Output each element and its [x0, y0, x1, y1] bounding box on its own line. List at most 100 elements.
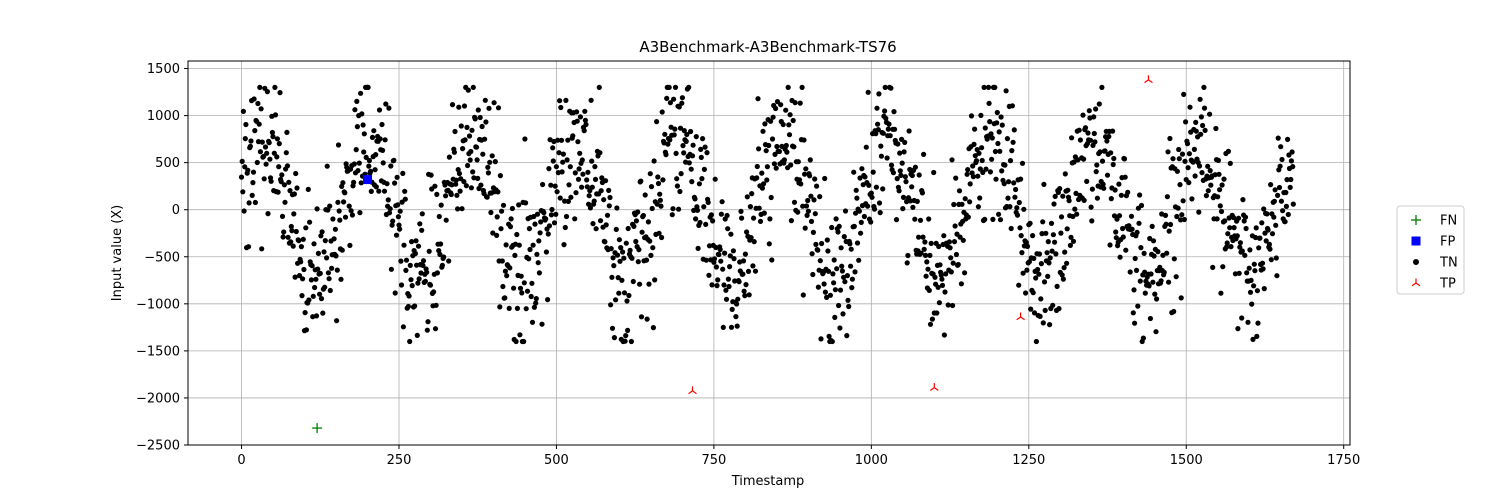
x-tick-label: 1250 — [1012, 453, 1045, 468]
tn-point — [795, 159, 801, 165]
tn-point — [1217, 203, 1223, 209]
tn-point — [706, 272, 712, 278]
legend-marker-tn — [1413, 259, 1419, 265]
tn-point — [939, 276, 945, 282]
tn-point — [722, 250, 728, 256]
tn-point — [1175, 205, 1181, 211]
tn-point — [356, 160, 362, 166]
tn-point — [1217, 187, 1223, 193]
tn-point — [766, 241, 772, 247]
tn-point — [811, 197, 817, 203]
x-tick-label: 250 — [387, 453, 412, 468]
tn-point — [264, 89, 270, 95]
tn-point — [310, 293, 316, 299]
tn-point — [333, 253, 339, 259]
tn-point — [609, 325, 616, 331]
tn-point — [1104, 138, 1110, 144]
tn-point — [838, 245, 844, 251]
tn-point — [764, 177, 770, 183]
tn-point — [745, 268, 752, 274]
tn-point — [1259, 260, 1266, 266]
tn-point — [258, 106, 264, 112]
tn-point — [897, 150, 903, 156]
y-tick-label: −2500 — [136, 439, 180, 454]
tn-point — [633, 238, 639, 245]
tn-point — [449, 102, 456, 108]
tn-point — [1171, 308, 1177, 315]
tn-point — [962, 270, 968, 276]
tn-point — [499, 208, 505, 214]
tn-point — [988, 131, 994, 137]
tn-point — [624, 298, 630, 304]
tn-point — [266, 140, 272, 146]
tn-point — [389, 222, 395, 228]
tn-point — [853, 187, 859, 193]
tn-point — [473, 144, 480, 150]
tn-point — [631, 223, 637, 229]
tn-point — [285, 234, 291, 240]
tn-point — [713, 264, 720, 270]
tn-point — [1068, 234, 1074, 240]
tn-point — [306, 297, 312, 303]
tn-point — [1028, 306, 1034, 312]
tn-point — [822, 289, 829, 295]
tn-point — [1193, 128, 1199, 134]
tn-point — [1108, 150, 1114, 156]
tn-point — [1273, 222, 1279, 228]
tn-point — [516, 242, 522, 248]
tn-point — [1125, 189, 1131, 195]
tn-point — [948, 255, 954, 261]
tn-point — [1086, 108, 1092, 114]
tn-point — [388, 163, 394, 169]
tn-point — [347, 242, 353, 248]
tn-point — [638, 314, 645, 320]
tn-point — [312, 284, 318, 291]
tn-point — [592, 164, 598, 170]
tn-point — [1121, 156, 1128, 162]
tn-point — [942, 289, 948, 295]
tn-point — [1225, 231, 1231, 237]
tn-point — [597, 150, 603, 156]
tn-point — [463, 183, 469, 189]
tn-point — [1228, 244, 1234, 250]
tn-point — [431, 289, 437, 295]
tn-point — [1278, 198, 1284, 204]
tn-point — [313, 276, 319, 282]
tn-point — [368, 188, 374, 194]
tn-point — [1101, 185, 1107, 191]
tn-point — [970, 174, 977, 180]
tn-point — [648, 184, 655, 190]
tn-point — [644, 316, 650, 322]
y-tick-label: 500 — [155, 156, 180, 171]
tn-point — [1150, 279, 1156, 285]
tn-point — [808, 193, 814, 199]
tn-point — [1052, 239, 1058, 245]
tn-point — [601, 197, 607, 203]
tn-point — [327, 287, 333, 294]
tn-point — [658, 203, 664, 209]
tn-point — [927, 321, 934, 327]
tn-point — [626, 292, 632, 299]
tn-point — [262, 144, 269, 150]
tn-point — [868, 190, 874, 196]
tn-point — [303, 327, 309, 333]
tn-point — [1016, 282, 1022, 288]
tn-point — [1288, 158, 1294, 164]
tn-point — [259, 246, 265, 252]
tn-point — [1275, 192, 1281, 198]
tn-point — [1113, 235, 1119, 241]
tn-point — [835, 229, 841, 235]
tn-point — [545, 231, 551, 237]
tn-point — [639, 229, 645, 235]
tn-point — [250, 180, 256, 186]
tn-point — [809, 251, 815, 257]
tn-point — [296, 238, 302, 244]
tn-point — [580, 171, 586, 177]
tn-point — [1070, 238, 1077, 244]
tn-point — [466, 133, 473, 139]
tn-point — [1099, 158, 1106, 164]
tn-point — [1185, 165, 1191, 171]
tn-point — [711, 256, 718, 262]
tn-point — [837, 287, 844, 293]
tn-point — [1290, 201, 1296, 207]
